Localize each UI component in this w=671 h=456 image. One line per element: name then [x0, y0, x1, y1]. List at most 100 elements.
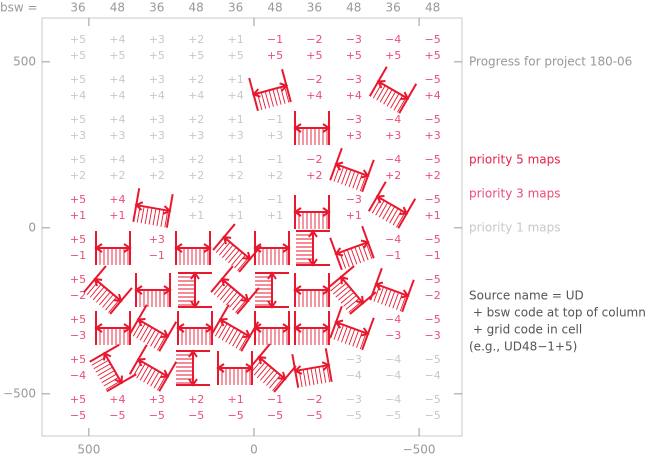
cell-code: −1	[385, 249, 401, 262]
cell-code: −5	[424, 153, 440, 166]
cell-code: +1	[227, 73, 243, 86]
cell-code: −5	[424, 353, 440, 366]
column-code: 48	[189, 1, 204, 15]
cell-code: +5	[70, 33, 86, 46]
footprint	[254, 272, 290, 308]
cell-code: +5	[306, 49, 322, 62]
footprint	[210, 303, 260, 353]
cell-code: +3	[346, 129, 362, 142]
cell-code: +2	[188, 113, 204, 126]
cell-code: +2	[424, 169, 440, 182]
cell-code: +5	[188, 49, 204, 62]
footprint	[132, 187, 174, 229]
cell-code: +5	[70, 273, 86, 286]
bsw-label: bsw =	[0, 1, 38, 15]
x-tick-label: −500	[403, 443, 436, 456]
cell-code: +2	[149, 169, 165, 182]
cell-code: +2	[70, 169, 86, 182]
x-tick-label: 500	[77, 443, 100, 456]
cell-code: +3	[149, 153, 165, 166]
y-tick-label: 500	[13, 54, 36, 68]
footprint	[367, 180, 417, 230]
cell-code: +4	[149, 89, 165, 102]
cell-code: −4	[385, 353, 401, 366]
legend-entry: priority 1 maps	[469, 221, 560, 235]
cell-code: +1	[227, 113, 243, 126]
footprint	[294, 310, 330, 346]
footprint	[291, 347, 333, 389]
cell-code: +5	[70, 313, 86, 326]
cell-code: +3	[149, 73, 165, 86]
cell-code: +5	[70, 233, 86, 246]
y-tick-label: −500	[3, 386, 36, 400]
cell-code: +3	[227, 129, 243, 142]
cell-code: +5	[70, 153, 86, 166]
footprint	[175, 350, 211, 386]
cell-code: +2	[188, 33, 204, 46]
cell-code: −1	[70, 249, 86, 262]
footprints	[83, 65, 418, 393]
footprint	[83, 265, 133, 315]
column-code: 36	[149, 1, 164, 15]
cell-code: +2	[385, 169, 401, 182]
footprint	[135, 272, 171, 308]
cell-code: +4	[306, 89, 322, 102]
footprint	[210, 265, 260, 315]
cell-code: −5	[70, 409, 86, 422]
cell-code: −4	[385, 33, 401, 46]
cell-code: +5	[149, 49, 165, 62]
cell-code: +5	[227, 49, 243, 62]
cell-code: −5	[424, 113, 440, 126]
cell-code: −3	[346, 113, 362, 126]
cell-code: +2	[188, 193, 204, 206]
cell-code: +3	[149, 393, 165, 406]
cell-code: −5	[424, 313, 440, 326]
cell-code: +4	[109, 393, 125, 406]
note: (e.g., UD48−1+5)	[469, 340, 577, 354]
footprint	[95, 310, 131, 346]
footprint	[327, 265, 377, 315]
cell-code: +2	[306, 169, 322, 182]
cell-code: +2	[188, 393, 204, 406]
cell-code: +3	[149, 129, 165, 142]
cell-code: −2	[70, 289, 86, 302]
cell-code: −2	[424, 289, 440, 302]
cell-code: −3	[424, 329, 440, 342]
cell-code: −3	[346, 353, 362, 366]
cell-code: −5	[188, 409, 204, 422]
cell-code: +1	[109, 209, 125, 222]
footprint	[294, 194, 330, 230]
cell-code: −4	[385, 313, 401, 326]
cell-code: +2	[109, 169, 125, 182]
footprint	[128, 343, 178, 393]
cell-code: +5	[70, 113, 86, 126]
cell-code: +3	[188, 129, 204, 142]
footprint	[88, 343, 138, 393]
cell-code: +5	[70, 49, 86, 62]
note: Source name = UD	[469, 289, 584, 303]
legend-entry: priority 3 maps	[469, 187, 560, 201]
cell-code: +3	[149, 113, 165, 126]
cell-code: −5	[227, 409, 243, 422]
cell-code: +2	[188, 169, 204, 182]
footprint	[254, 230, 290, 266]
cell-code: −2	[306, 33, 322, 46]
cell-code: −3	[346, 393, 362, 406]
column-code: 48	[267, 1, 282, 15]
cell-code: −5	[267, 409, 283, 422]
cell-code: −4	[70, 369, 86, 382]
cell-code: −5	[424, 273, 440, 286]
cell-code: −5	[306, 409, 322, 422]
cell-code: −5	[346, 409, 362, 422]
cell-code: +4	[109, 153, 125, 166]
column-code: 48	[425, 1, 440, 15]
cell-code: −1	[424, 249, 440, 262]
cell-code: −5	[424, 33, 440, 46]
cell-code: −5	[385, 409, 401, 422]
cell-code: −2	[306, 153, 322, 166]
cell-code: −1	[149, 249, 165, 262]
cell-code: +1	[227, 153, 243, 166]
footprint	[177, 272, 213, 308]
